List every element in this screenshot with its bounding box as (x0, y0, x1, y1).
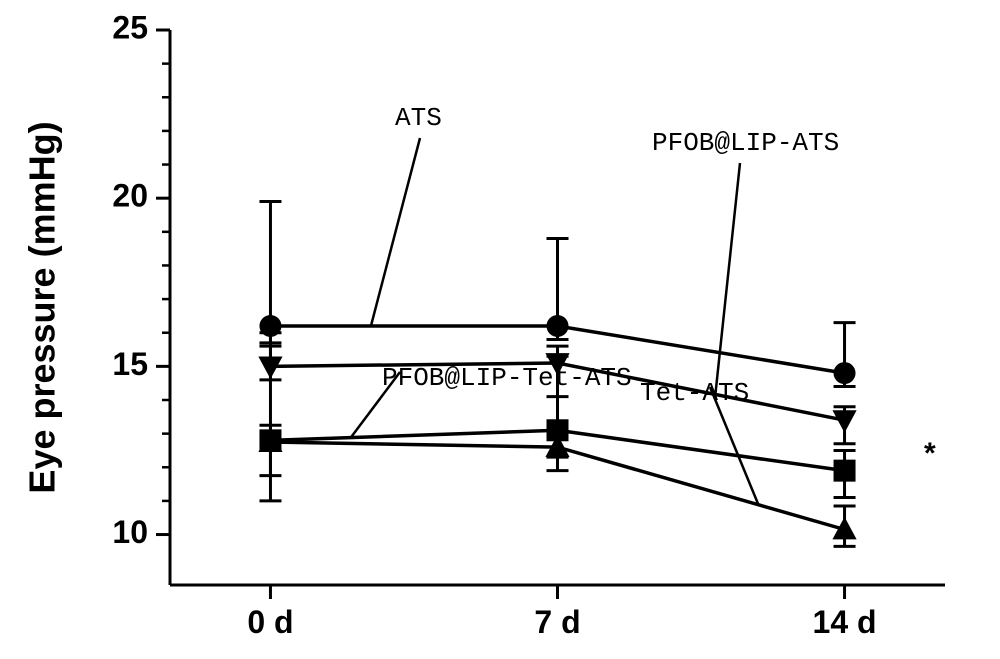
y-tick-label: 25 (112, 9, 148, 45)
series-label-pfob-lip-tet-ats: PFOB@LIP-Tet-ATS (382, 363, 632, 393)
x-tick-label: 0 d (247, 604, 293, 640)
y-tick-label: 20 (112, 178, 148, 214)
x-tick-label: 14 d (813, 604, 877, 640)
y-tick-label: 15 (112, 346, 148, 382)
series-label-ats: ATS (395, 103, 442, 133)
line-chart: 10 15 20 25 Eye pressure (mmHg) 0 d 7 d 14 d ATS… (0, 0, 1000, 659)
y-axis-label: Eye pressure (mmHg) (22, 121, 63, 493)
series-label-pfob-lip-ats: PFOB@LIP-ATS (652, 128, 839, 158)
chart-container: 10 15 20 25 Eye pressure (mmHg) 0 d 7 d 14 d ATS… (0, 0, 1000, 659)
y-tick-label: 10 (112, 514, 148, 550)
significance-marker: * (924, 437, 936, 470)
series-label-tet-ats: Tet-ATS (640, 378, 749, 408)
x-tick-label: 7 d (534, 604, 580, 640)
